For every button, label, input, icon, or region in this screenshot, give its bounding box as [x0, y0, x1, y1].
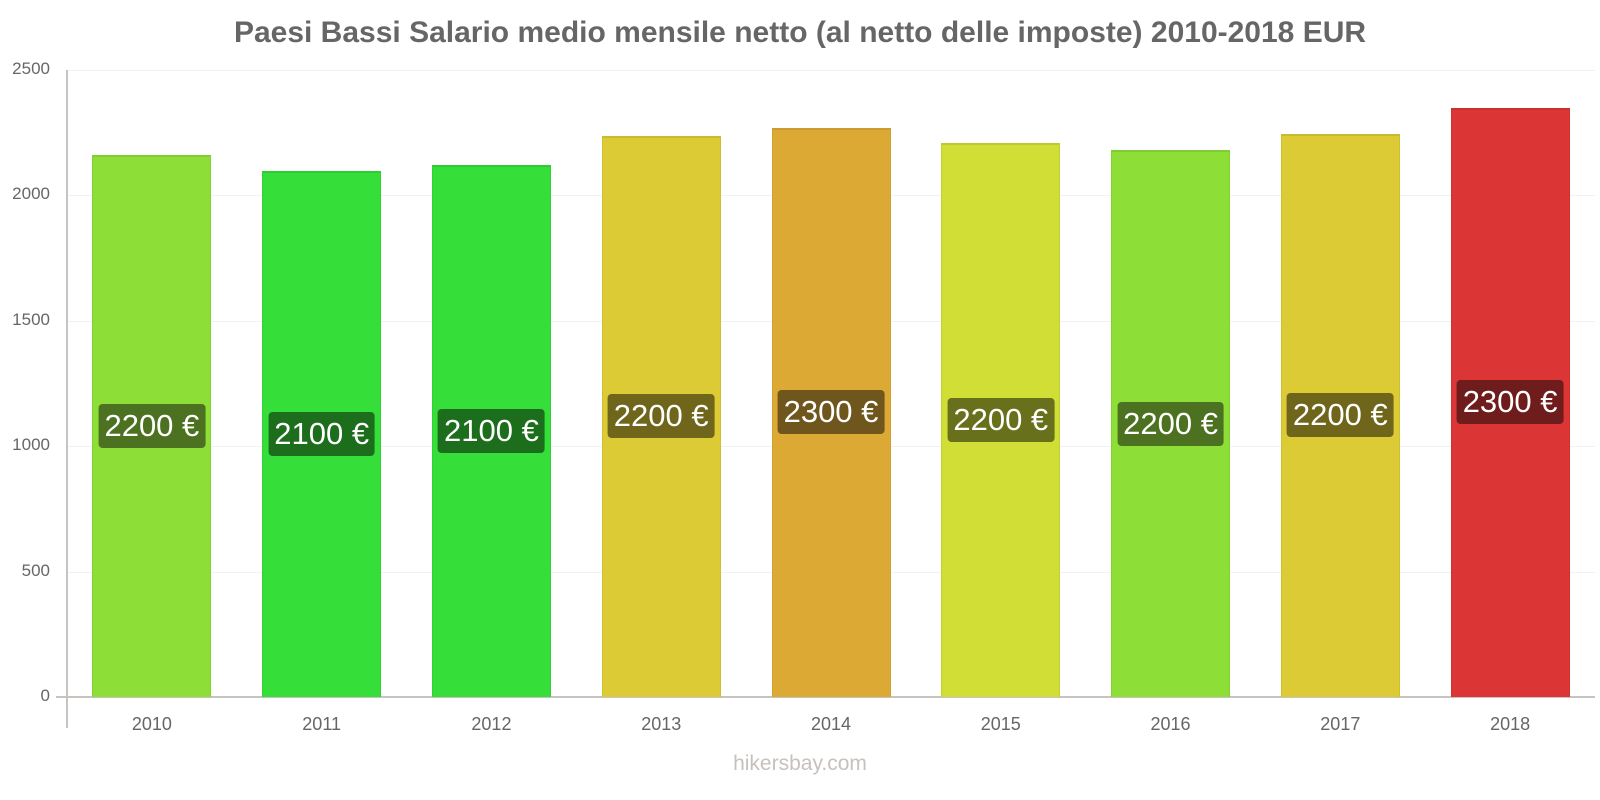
data-label-2010: 2200 €	[98, 404, 206, 448]
x-tick-label: 2014	[810, 714, 852, 734]
x-tick-label: 2012	[471, 714, 512, 734]
gridline	[67, 70, 1595, 71]
y-tick-label: 1500	[12, 309, 50, 329]
data-label-2017: 2200 €	[1286, 393, 1394, 438]
data-label-2013: 2200 €	[607, 394, 715, 439]
x-tick-label: 2018	[1490, 714, 1531, 734]
y-tick-label: 1000	[12, 435, 50, 455]
y-tick-label: 2000	[12, 184, 50, 204]
x-tick-label: 2011	[302, 714, 342, 734]
y-tick-mark	[56, 696, 66, 698]
y-tick-label: 2500	[12, 59, 50, 78]
y-tick-label: 0	[40, 686, 50, 705]
data-label-2011: 2100 €	[268, 412, 376, 457]
data-label-2012: 2100 €	[438, 409, 545, 454]
x-axis	[66, 696, 1595, 698]
chart-title: Paesi Bassi Salario medio mensile netto …	[233, 16, 1367, 49]
x-tick-label: 2010	[131, 714, 172, 734]
data-label-2018: 2300 €	[1456, 380, 1564, 425]
data-label-2014: 2300 €	[777, 390, 885, 435]
watermark: hikersbay.com	[733, 752, 867, 775]
x-tick-label: 2016	[1150, 714, 1191, 734]
x-tick-label: 2013	[641, 714, 682, 734]
y-axis	[66, 70, 68, 728]
data-label-2015: 2200 €	[947, 397, 1055, 442]
x-tick-label: 2015	[980, 714, 1021, 734]
data-label-2016: 2200 €	[1117, 401, 1224, 446]
x-tick-label: 2017	[1320, 714, 1361, 734]
y-tick-label: 500	[21, 560, 50, 580]
